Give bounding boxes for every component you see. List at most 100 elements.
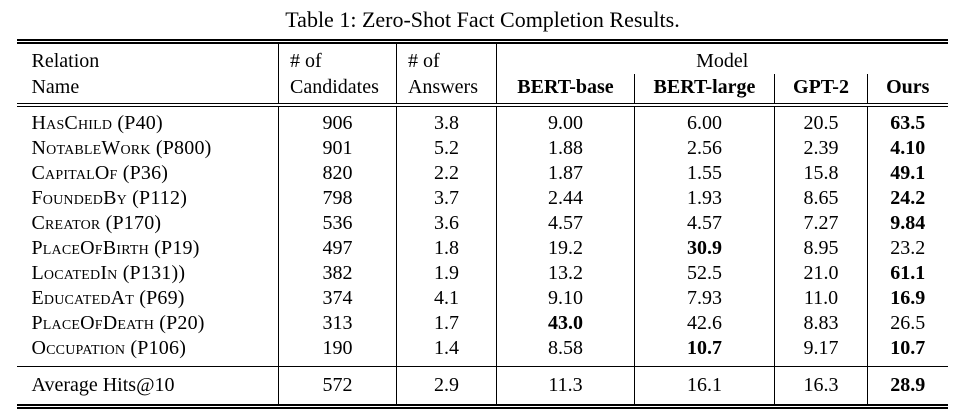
table-body: HasChild (P40) 906 3.8 9.00 6.00 20.5 63.5 Nota…	[17, 105, 948, 367]
column-header-bert-base: BERT-base	[495, 74, 635, 107]
ours-cell: 16.9	[866, 286, 948, 311]
answers-cell: 3.8	[395, 105, 497, 136]
answers-cell: 1.4	[395, 336, 497, 367]
bert_large-cell: 10.7	[633, 336, 775, 367]
candidates-cell: 901	[277, 136, 397, 161]
average-ours-cell: 28.9	[866, 366, 948, 407]
candidates-cell: 536	[277, 211, 397, 236]
relation-name-cell: HasChild (P40)	[31, 112, 163, 134]
answers-header-line2: Answers	[395, 74, 497, 107]
candidates-cell: 374	[277, 286, 397, 311]
relation-name-cell: Creator (P170)	[31, 212, 162, 234]
average-answers-cell: 2.9	[395, 366, 497, 407]
answers-cell: 5.2	[395, 136, 497, 161]
ours-cell: 9.84	[866, 211, 948, 236]
column-header-bert-large: BERT-large	[633, 74, 775, 107]
relation-name-cell: CapitalOf (P36)	[31, 162, 169, 184]
bert_large-cell: 6.00	[633, 105, 775, 136]
gpt2-cell: 15.8	[773, 161, 868, 186]
bert_base-cell: 19.2	[495, 236, 635, 261]
table-caption: Table 1: Zero-Shot Fact Completion Resul…	[285, 7, 680, 32]
bert_base-cell: 1.87	[495, 161, 635, 186]
gpt2-cell: 8.83	[773, 311, 868, 336]
header-row-1: Relation # of # of Model	[17, 41, 948, 74]
average-candidates-cell: 572	[277, 366, 397, 407]
relation-name-cell: FoundedBy (P112)	[31, 187, 188, 209]
average-gpt2-cell: 16.3	[773, 366, 868, 407]
gpt2-cell: 8.65	[773, 186, 868, 211]
answers-cell: 3.7	[395, 186, 497, 211]
relation-name-cell: EducatedAt (P69)	[31, 287, 185, 309]
average-bert_base-cell: 11.3	[495, 366, 635, 407]
table-row: Creator (P170) 536 3.6 4.57 4.57 7.27 9.84	[17, 211, 948, 236]
bert_large-cell: 52.5	[633, 261, 775, 286]
table-row: LocatedIn (P131)) 382 1.9 13.2 52.5 21.0 61.1	[17, 261, 948, 286]
table-footer: Average Hits@10 572 2.9 11.3 16.1 16.3 28.9	[17, 366, 948, 407]
bert_base-cell: 4.57	[495, 211, 635, 236]
gpt2-cell: 7.27	[773, 211, 868, 236]
average-row: Average Hits@10 572 2.9 11.3 16.1 16.3 28.9	[17, 366, 948, 407]
bert_base-cell: 9.00	[495, 105, 635, 136]
bert_base-cell: 43.0	[495, 311, 635, 336]
relation-name-cell: PlaceOfBirth (P19)	[31, 237, 200, 259]
results-table: Relation # of # of Model Name Candidates…	[17, 39, 948, 409]
relation-name-cell: LocatedIn (P131))	[31, 262, 186, 284]
column-header-gpt2: GPT-2	[773, 74, 868, 107]
ours-cell: 10.7	[866, 336, 948, 367]
average-label-cell: Average Hits@10	[17, 366, 279, 407]
gpt2-cell: 9.17	[773, 336, 868, 367]
table-row: HasChild (P40) 906 3.8 9.00 6.00 20.5 63.5	[17, 105, 948, 136]
answers-cell: 4.1	[395, 286, 497, 311]
answers-cell: 1.9	[395, 261, 497, 286]
candidates-cell: 798	[277, 186, 397, 211]
bert_large-cell: 30.9	[633, 236, 775, 261]
ours-cell: 4.10	[866, 136, 948, 161]
ours-cell: 63.5	[866, 105, 948, 136]
column-header-ours: Ours	[866, 74, 948, 107]
bert_base-cell: 8.58	[495, 336, 635, 367]
ours-cell: 24.2	[866, 186, 948, 211]
relation-header-line1: Relation	[31, 50, 100, 72]
bert_base-cell: 1.88	[495, 136, 635, 161]
ours-cell: 61.1	[866, 261, 948, 286]
candidates-header-line1: # of	[277, 41, 397, 74]
average-bert_large-cell: 16.1	[633, 366, 775, 407]
candidates-cell: 497	[277, 236, 397, 261]
table-row: EducatedAt (P69) 374 4.1 9.10 7.93 11.0 16.9	[17, 286, 948, 311]
header-row-2: Name Candidates Answers BERT-base BERT-l…	[17, 74, 948, 107]
ours-cell: 23.2	[866, 236, 948, 261]
answers-cell: 1.8	[395, 236, 497, 261]
candidates-cell: 190	[277, 336, 397, 367]
table-row: PlaceOfDeath (P20) 313 1.7 43.0 42.6 8.83 26.5	[17, 311, 948, 336]
answers-cell: 2.2	[395, 161, 497, 186]
bert_large-cell: 1.55	[633, 161, 775, 186]
relation-header-line2: Name	[17, 74, 279, 107]
gpt2-cell: 21.0	[773, 261, 868, 286]
model-group-header: Model	[495, 41, 948, 74]
table-row: Occupation (P106) 190 1.4 8.58 10.7 9.17 10.7	[17, 336, 948, 367]
answers-cell: 3.6	[395, 211, 497, 236]
bert_large-cell: 7.93	[633, 286, 775, 311]
answers-cell: 1.7	[395, 311, 497, 336]
bert_large-cell: 1.93	[633, 186, 775, 211]
table-row: FoundedBy (P112) 798 3.7 2.44 1.93 8.65 24.2	[17, 186, 948, 211]
gpt2-cell: 20.5	[773, 105, 868, 136]
bert_base-cell: 13.2	[495, 261, 635, 286]
table-row: CapitalOf (P36) 820 2.2 1.87 1.55 15.8 49.1	[17, 161, 948, 186]
ours-cell: 26.5	[866, 311, 948, 336]
bert_base-cell: 2.44	[495, 186, 635, 211]
gpt2-cell: 8.95	[773, 236, 868, 261]
bert_large-cell: 2.56	[633, 136, 775, 161]
relation-name-cell: PlaceOfDeath (P20)	[31, 312, 205, 334]
relation-name-cell: NotableWork (P800)	[31, 137, 212, 159]
candidates-cell: 906	[277, 105, 397, 136]
gpt2-cell: 2.39	[773, 136, 868, 161]
candidates-header-line2: Candidates	[277, 74, 397, 107]
table-row: PlaceOfBirth (P19) 497 1.8 19.2 30.9 8.95 23.2	[17, 236, 948, 261]
bert_large-cell: 4.57	[633, 211, 775, 236]
relation-name-cell: Occupation (P106)	[31, 337, 187, 359]
ours-cell: 49.1	[866, 161, 948, 186]
candidates-cell: 820	[277, 161, 397, 186]
candidates-cell: 382	[277, 261, 397, 286]
